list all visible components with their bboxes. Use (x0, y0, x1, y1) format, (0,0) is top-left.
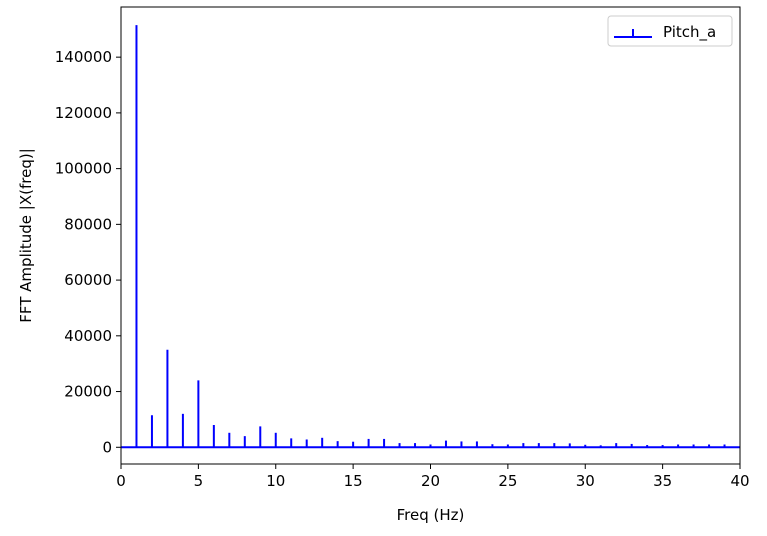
legend-box (607, 15, 733, 47)
x-tick-label-0: 0 (116, 472, 126, 490)
x-tick-label-25: 25 (498, 472, 517, 490)
x-axis-label: Freq (Hz) (397, 506, 465, 524)
stems-layer (135, 25, 726, 448)
y-axis-label: FFT Amplitude |X(freq)| (17, 148, 35, 323)
legend-label: Pitch_a (663, 23, 716, 42)
y-tick-label-80000: 80000 (64, 215, 112, 233)
x-tick-label-35: 35 (653, 472, 672, 490)
y-tick-label-140000: 140000 (55, 48, 112, 66)
y-tick-label-0: 0 (102, 438, 112, 456)
y-tick-label-100000: 100000 (55, 160, 112, 178)
legend-stem-marker (614, 29, 652, 38)
y-tick-label-40000: 40000 (64, 327, 112, 345)
y-tick-label-20000: 20000 (64, 383, 112, 401)
x-tick-label-20: 20 (421, 472, 440, 490)
plot-area-frame (120, 6, 741, 465)
legend: Pitch_a (607, 15, 733, 47)
x-tick-label-10: 10 (266, 472, 285, 490)
x-axis-ticks: 0 5 10 15 20 25 30 35 40 (116, 464, 750, 490)
x-tick-label-30: 30 (576, 472, 595, 490)
y-tick-label-120000: 120000 (55, 104, 112, 122)
x-tick-label-40: 40 (730, 472, 749, 490)
x-tick-label-5: 5 (194, 472, 204, 490)
y-axis-ticks: 0 20000 40000 60000 80000 100000 120000 140000 (55, 48, 121, 456)
y-tick-label-60000: 60000 (64, 271, 112, 289)
x-tick-label-15: 15 (344, 472, 363, 490)
